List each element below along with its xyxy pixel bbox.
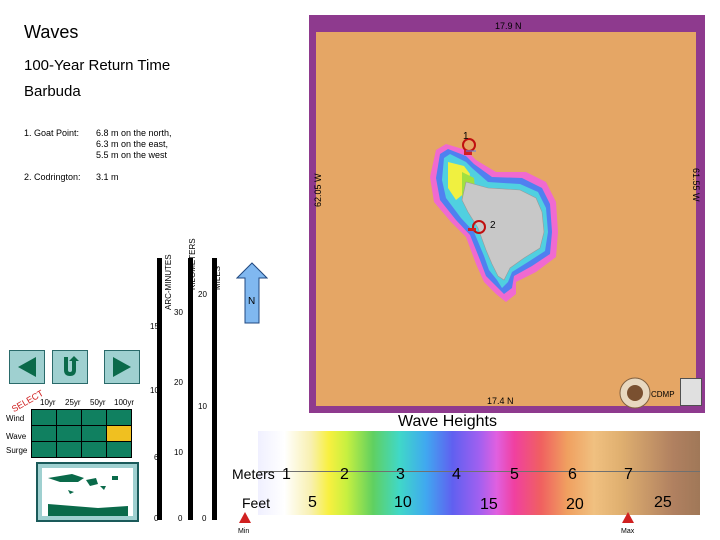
min-label: Min [238,528,250,535]
lon-left-label: 62.05 W [313,173,323,207]
oas-logo [680,378,702,406]
meters-scale-bar [258,431,700,471]
home-button[interactable] [52,350,88,384]
cell-wave-50yr[interactable] [81,425,107,442]
meters-tick-2: 2 [340,466,349,483]
col-10yr: 10yr [40,398,56,407]
arc-minutes-label: ARC-MINUTES [164,254,173,310]
col-25yr: 25yr [65,398,81,407]
cell-wind-25yr[interactable] [56,409,82,426]
marker-1-label: 1 [463,131,469,142]
cell-surge-25yr[interactable] [56,441,82,458]
forward-button[interactable] [104,350,140,384]
row-surge: Surge [6,446,28,455]
mi-tick-10: 10 [198,402,207,411]
north-arrow-icon [236,262,268,324]
u-turn-icon [64,356,79,376]
meters-tick-6: 6 [568,466,577,483]
kilometers-label: KILOMETERS [188,238,197,290]
select-cells [31,409,132,458]
marker-2-label: 2 [490,220,496,231]
back-button[interactable] [9,350,45,384]
min-marker [239,512,251,523]
cell-surge-50yr[interactable] [81,441,107,458]
page-subtitle: 100-Year Return Time [24,57,171,74]
miles-scale [212,258,217,520]
lat-bottom-label: 17.4 N [487,396,514,406]
col-50yr: 50yr [90,398,106,407]
cell-wave-10yr[interactable] [31,425,57,442]
point-2: 2. Codrington: 3.1 m [24,172,224,186]
barbuda-island-map [316,32,696,406]
mi-tick-0: 0 [202,514,207,523]
meters-tick-3: 3 [396,466,405,483]
miles-label: MILES [213,265,222,290]
feet-tick-10: 10 [394,494,412,511]
map-area[interactable]: 17.9 N [316,32,696,406]
meters-tick-1: 1 [282,466,291,483]
arc-tick-15: 15 [150,322,159,331]
page-title: Waves [24,22,79,42]
km-tick-0: 0 [178,514,183,523]
point-2-label: 2. Codrington: [24,172,81,182]
kilometers-scale [188,258,193,520]
north-label: N [248,296,256,307]
cell-wave-100yr[interactable] [106,425,132,442]
cell-wave-25yr[interactable] [56,425,82,442]
select-grid: SELECT 10yr 25yr 50yr 100yr Wind Wave Su… [6,384,141,456]
col-100yr: 100yr [114,398,135,407]
arc-tick-10: 10 [150,386,159,395]
km-tick-20: 20 [174,378,183,387]
arc-tick-0: 0 [154,514,159,523]
feet-tick-15: 15 [480,496,498,513]
left-triangle-icon [18,357,36,377]
feet-tick-25: 25 [654,494,672,511]
max-marker [622,512,634,523]
lat-top-label-outer: 17.9 N [495,21,522,31]
place-name: Barbuda [24,83,81,100]
cdmp-logo-text: CDMP [651,390,675,399]
cell-wind-50yr[interactable] [81,409,107,426]
point-1-desc: 6.8 m on the north, 6.3 m on the east, 5… [96,128,172,160]
point-2-desc: 3.1 m [96,172,119,182]
feet-label: Feet [242,495,271,511]
feet-tick-5: 5 [308,494,317,511]
lon-right-label: 61.55 W [691,168,701,202]
legend-divider [258,471,700,472]
row-wind: Wind [6,414,25,423]
cell-wind-10yr[interactable] [31,409,57,426]
feet-tick-20: 20 [566,496,584,513]
arc-minutes-scale [157,258,162,520]
feet-scale-bar [258,471,700,515]
max-label: Max [621,528,635,535]
point-1: 1. Goat Point: 6.8 m on the north, 6.3 m… [24,128,224,168]
km-tick-10: 10 [174,448,183,457]
row-wave: Wave [6,432,27,441]
oas-crest-icon [619,377,651,409]
legend-title: Wave Heights [398,413,497,430]
meters-label: Meters [232,466,275,482]
point-1-label: 1. Goat Point: [24,128,80,138]
minimap-button[interactable] [36,462,139,522]
cell-surge-100yr[interactable] [106,441,132,458]
cell-wind-100yr[interactable] [106,409,132,426]
meters-tick-7: 7 [624,466,633,483]
meters-tick-4: 4 [452,466,461,483]
caribbean-map-icon [42,468,133,516]
mi-tick-20: 20 [198,290,207,299]
meters-tick-5: 5 [510,466,519,483]
km-tick-30: 30 [174,308,183,317]
cell-surge-10yr[interactable] [31,441,57,458]
marker-2-circle [472,220,486,234]
arc-tick-6: 6 [154,453,159,462]
right-triangle-icon [113,357,131,377]
